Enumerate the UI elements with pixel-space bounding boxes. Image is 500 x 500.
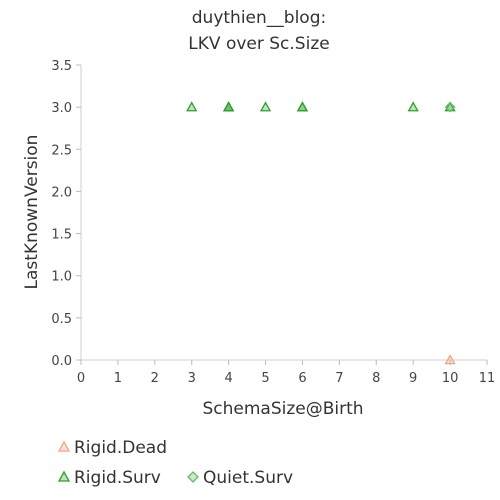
point-rigid-surv: [407, 101, 419, 112]
y-tick-label: 3.0: [51, 101, 72, 116]
chart-title-line-1: duythien__blog:: [192, 8, 326, 28]
x-tick-label: 4: [224, 371, 232, 386]
y-tick-label: 3.5: [51, 59, 72, 74]
chart-title-line-2: LKV over Sc.Size: [188, 34, 329, 54]
point-rigid-dead: [444, 354, 456, 365]
y-axis-label: LastKnownVersion: [22, 135, 42, 290]
y-tick-label: 1.0: [51, 270, 72, 285]
point-quiet-surv: [444, 101, 456, 113]
x-tick-label: 5: [261, 371, 269, 386]
y-tick-label: 1.5: [51, 228, 72, 243]
y-tick-label: 0.0: [51, 354, 72, 369]
legend-label-rigid-dead: Rigid.Dead: [74, 438, 167, 458]
y-axis-ticks: 0.0 0.5 1.0 1.5 2.0 2.5 3.0 3.5: [51, 59, 81, 369]
legend-label-rigid-surv: Rigid.Surv: [74, 468, 161, 488]
x-tick-label: 2: [151, 371, 159, 386]
x-tick-label: 1: [114, 371, 122, 386]
data-points: [186, 101, 456, 365]
legend-marker-rigid-surv: [57, 470, 71, 482]
plot-area: [80, 65, 487, 361]
x-tick-label: 6: [298, 371, 306, 386]
y-tick-label: 2.5: [51, 143, 72, 158]
x-tick-label: 0: [77, 371, 85, 386]
point-rigid-surv: [223, 101, 235, 112]
x-tick-label: 3: [188, 371, 196, 386]
x-axis-ticks: 0 1 2 3 4 5 6 7 8 9 10 11: [77, 360, 495, 386]
x-tick-label: 7: [335, 371, 343, 386]
y-tick-label: 2.0: [51, 185, 72, 200]
x-tick-label: 11: [479, 371, 496, 386]
x-tick-label: 8: [372, 371, 380, 386]
point-rigid-surv: [186, 101, 198, 112]
legend-marker-rigid-dead: [57, 440, 71, 452]
x-tick-label: 10: [442, 371, 459, 386]
point-rigid-surv: [259, 101, 272, 112]
x-axis-label: SchemaSize@Birth: [202, 399, 363, 419]
x-tick-label: 9: [409, 371, 417, 386]
legend: Rigid.Dead Rigid.Surv Quiet.Surv: [57, 438, 293, 488]
point-rigid-surv: [296, 101, 309, 112]
y-tick-label: 0.5: [51, 312, 72, 327]
legend-label-quiet-surv: Quiet.Surv: [203, 468, 293, 488]
legend-marker-quiet-surv: [187, 471, 199, 483]
